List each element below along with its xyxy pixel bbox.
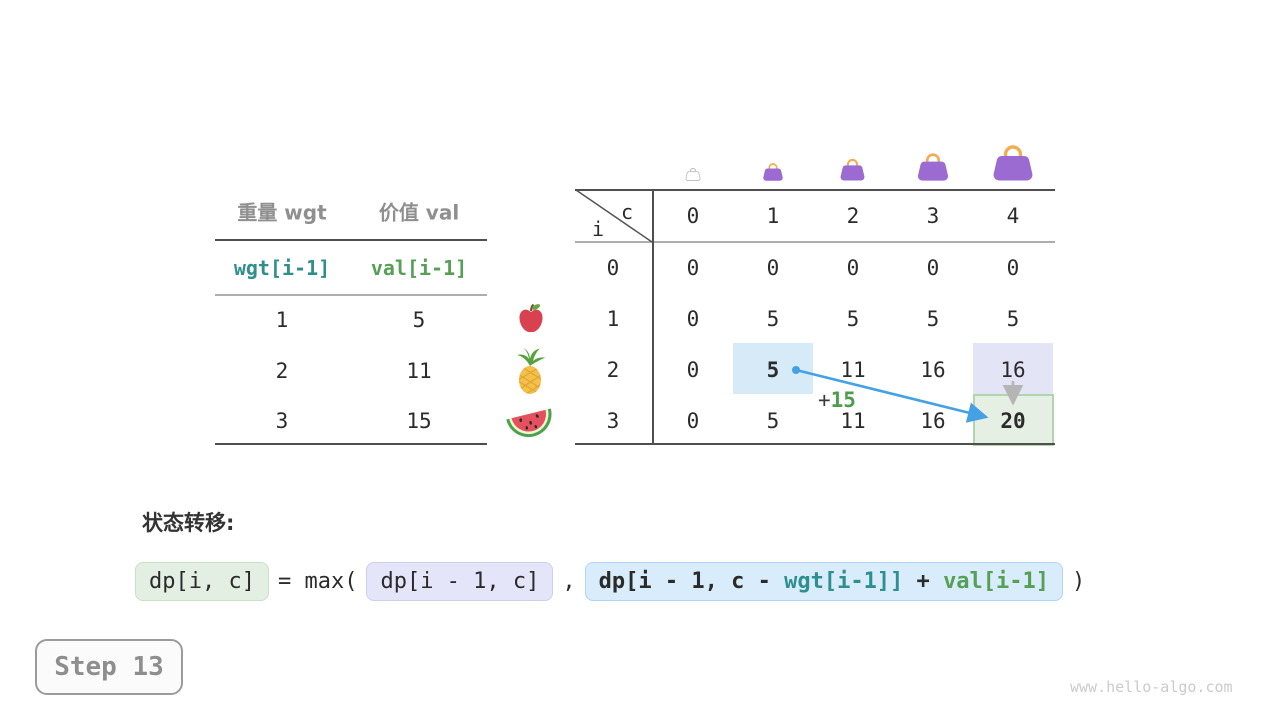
dp-col-header-4: 4 [1006,204,1020,228]
item-table-val-var: val[i-1] [370,256,468,280]
dp-table-rule-bottom [575,443,1055,445]
dp-cell-3-4-result: 20 [1000,409,1026,433]
item-table-rule-mid [215,294,487,296]
item-value-3: 15 [406,409,432,433]
item-table-wgt-var: wgt[i-1] [233,256,331,280]
dp-cell-1-0: 0 [686,307,700,331]
formula-arg2-box: dp[i - 1, c - wgt[i-1]] + val[i-1] [584,561,1064,601]
dp-cell-0-1: 0 [766,256,780,280]
dp-cell-0-2: 0 [846,256,860,280]
item-table-value-header: 价值 val [378,200,460,225]
dp-row-header-3: 3 [606,409,620,433]
dp-table-rule-vertical [652,189,654,445]
item-weight-3: 3 [275,409,289,433]
item-weight-2: 2 [275,359,289,383]
dp-row-header-0: 0 [606,256,620,280]
item-value-1: 5 [412,308,426,332]
dp-cell-0-4: 0 [1006,256,1020,280]
dp-cell-2-0: 0 [686,358,700,382]
pineapple-icon [517,348,545,394]
dp-cell-3-0: 0 [686,409,700,433]
dp-corner-diagonal [575,189,653,243]
dp-cell-0-0: 0 [686,256,700,280]
dp-cell-2-4: 16 [1000,358,1026,382]
formula-comma: , [562,568,576,594]
bag-icon-capacity-2 [839,156,866,181]
dp-col-header-3: 3 [926,204,940,228]
item-table-weight-header: 重量 wgt [237,200,327,225]
dp-cell-1-4: 5 [1006,307,1020,331]
dp-cell-2-1-source: 5 [766,358,780,382]
transition-add-annotation: +15 [818,388,856,412]
watermark-text: www.hello-algo.com [1070,678,1233,696]
transition-formula: dp[i, c] = max( dp[i - 1, c] , dp[i - 1,… [135,558,1085,604]
dp-cell-1-3: 5 [926,307,940,331]
dp-cell-1-2: 5 [846,307,860,331]
item-weight-1: 1 [275,308,289,332]
dp-cell-1-1: 5 [766,307,780,331]
bag-icon-capacity-0 [685,166,701,181]
added-value: 15 [830,388,856,412]
dp-corner-col-var: c [620,200,634,224]
dp-cell-3-3: 16 [920,409,946,433]
dp-cell-2-3: 16 [920,358,946,382]
bag-icon-capacity-3 [916,150,950,181]
dp-col-header-0: 0 [686,204,700,228]
dp-cell-3-2: 11 [840,409,866,433]
dp-col-header-1: 1 [766,204,780,228]
formula-arg2-val: val[i-1] [943,568,1050,594]
transition-section-label: 状态转移: [142,511,235,535]
formula-arg2-prefix: dp[i - 1, c - [598,568,785,594]
dp-cell-3-1: 5 [766,409,780,433]
formula-close-paren: ) [1072,568,1086,594]
item-value-2: 11 [406,359,432,383]
dp-table-rule-header [575,241,1055,243]
formula-arg2-wgt: wgt[i-1]] [784,568,904,594]
formula-lhs-box: dp[i, c] [135,561,269,601]
formula-arg1-box: dp[i - 1, c] [366,561,554,601]
step-indicator-badge: Step 13 [35,639,183,695]
apple-icon [519,303,543,333]
formula-eq-max: = max( [277,568,358,594]
bag-icon-capacity-1 [762,161,784,181]
item-table-rule-top [215,239,487,241]
formula-arg2-plus: + [903,568,944,594]
bag-icon-capacity-4 [991,141,1035,181]
dp-row-header-1: 1 [606,307,620,331]
dp-cell-0-3: 0 [926,256,940,280]
dp-cell-2-2: 11 [840,358,866,382]
dp-corner-row-var: i [591,217,605,241]
watermelon-icon [506,408,552,438]
plus-sign: + [818,388,831,412]
dp-row-header-2: 2 [606,358,620,382]
item-table-rule-bottom [215,443,487,445]
dp-table-rule-top [575,189,1055,191]
dp-col-header-2: 2 [846,204,860,228]
